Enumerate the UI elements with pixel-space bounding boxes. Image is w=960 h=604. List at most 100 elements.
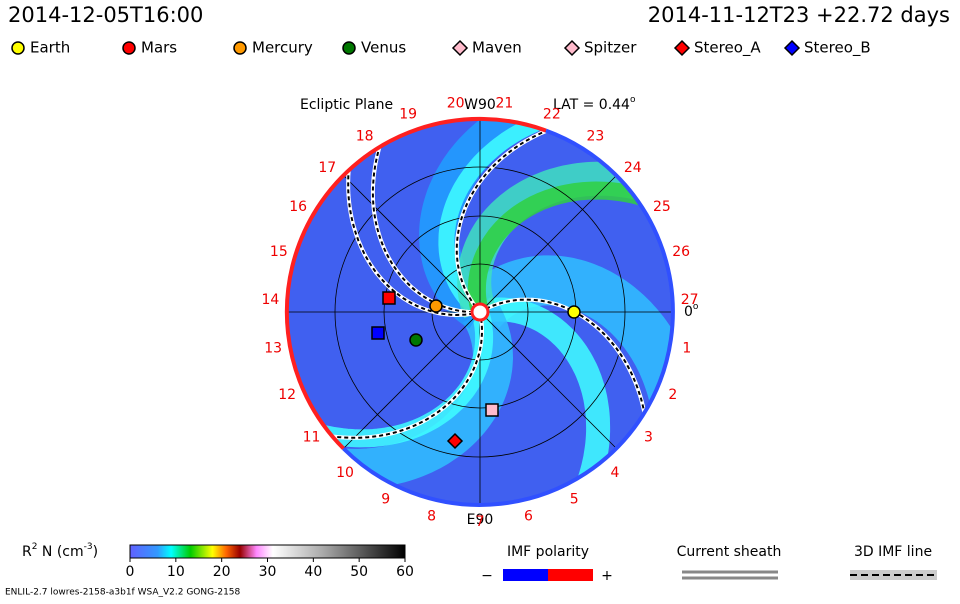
imf-line-halo <box>346 162 481 318</box>
legend-label: Maven <box>472 39 522 57</box>
cb-l0: R <box>22 544 32 560</box>
carrington-label: 27 <box>681 292 699 308</box>
border-positive <box>284 116 547 450</box>
imf-line-title: 3D IMF line <box>854 544 932 560</box>
legend-marker <box>122 41 136 55</box>
body-marker <box>446 432 464 450</box>
sun <box>470 302 490 322</box>
carrington-label: 12 <box>278 387 296 403</box>
carrington-label: 21 <box>495 95 513 111</box>
colorbar-ticks: 0 10 20 30 40 50 60 <box>126 558 414 580</box>
legend-label: Mercury <box>252 39 313 57</box>
imf-line-halo <box>324 311 484 440</box>
carrington-label: 22 <box>543 107 561 123</box>
legend-marker <box>11 41 25 55</box>
carrington-label: 23 <box>586 129 604 145</box>
lat-text: LAT = 0.44 <box>553 97 630 113</box>
legend-label: Earth <box>30 39 70 57</box>
legend-label: Spitzer <box>584 39 637 57</box>
colorbar <box>129 544 406 559</box>
bottom-label: E90 <box>467 512 494 528</box>
top-label: W90 <box>464 97 496 113</box>
carrington-label: 11 <box>303 429 321 445</box>
carrington-label: 10 <box>336 465 354 481</box>
body-marker <box>567 305 581 319</box>
body-marker <box>382 291 396 305</box>
imf-title: IMF polarity <box>507 544 589 560</box>
carrington-label: 8 <box>427 508 436 524</box>
bodies <box>371 291 581 450</box>
sheath-title: Current sheath <box>677 544 782 560</box>
carrington-label: 13 <box>264 340 282 356</box>
body-marker <box>409 333 423 347</box>
plot: Ecliptic Plane W90 E90 LAT = 0.44o 0o 12… <box>261 95 699 531</box>
carrington-label: 18 <box>356 129 374 145</box>
right-text: 0 <box>684 304 693 320</box>
colorbar-tick-label: 10 <box>167 564 185 580</box>
border-negative <box>342 128 675 507</box>
imf-line-halo <box>454 126 555 314</box>
body-marker <box>485 403 499 417</box>
carrington-label: 25 <box>653 199 671 215</box>
density-arm <box>438 119 642 319</box>
imf-line-halo <box>370 139 481 315</box>
carrington-label: 16 <box>289 199 307 215</box>
colorbar-label: R2 N (cm-3) <box>22 542 98 561</box>
legend-marker <box>342 41 356 55</box>
colorbar-tick-label: 40 <box>304 564 322 580</box>
legend-label: Stereo_B <box>804 39 871 58</box>
imf-positive <box>548 569 593 581</box>
colorbar-tick-label: 30 <box>259 564 277 580</box>
date: 2014-12-05T16:00 <box>8 3 203 27</box>
imf-line-band <box>850 570 937 580</box>
cb-l4: ) <box>93 544 98 560</box>
density-arm <box>460 255 673 482</box>
carrington-label: 14 <box>261 292 279 308</box>
legend-label: Mars <box>141 39 177 57</box>
carrington-label: 1 <box>682 340 691 356</box>
legend-marker <box>783 39 801 57</box>
carrington-label: 24 <box>624 160 642 176</box>
carrington-label: 3 <box>644 429 653 445</box>
run-info: 2014-11-12T23 +22.72 days <box>648 3 950 27</box>
lat-label: LAT = 0.44o <box>553 95 636 114</box>
legend: Earth Mars Mercury Venus Maven Spitzer Stereo_… <box>11 39 871 58</box>
carrington-label: 20 <box>447 95 465 111</box>
carrington-label: 7 <box>476 514 485 530</box>
imf-negative <box>503 569 548 581</box>
carrington-label: 4 <box>611 465 620 481</box>
legend-marker <box>451 39 469 57</box>
carrington-label: 17 <box>318 160 336 176</box>
carrington-label: 19 <box>399 107 417 123</box>
colorbar-tick-label: 50 <box>350 564 368 580</box>
colorbar-tick-label: 60 <box>396 564 414 580</box>
legend-marker <box>563 39 581 57</box>
colorbar-tick-label: 20 <box>213 564 231 580</box>
plot-title: Ecliptic Plane <box>300 97 393 113</box>
cb-l1: 2 <box>32 542 38 552</box>
imf-lines <box>324 126 648 440</box>
imf-plus: + <box>601 568 613 584</box>
carrington-label: 26 <box>672 244 690 260</box>
body-marker <box>371 326 385 340</box>
cb-l3: -3 <box>84 542 93 552</box>
colorbar-tick-label: 0 <box>126 564 135 580</box>
body-marker <box>429 299 443 313</box>
legend-label: Stereo_A <box>694 39 761 58</box>
legend-marker <box>233 41 247 55</box>
carrington-label: 6 <box>524 508 533 524</box>
legend-marker <box>673 39 691 57</box>
legend-label: Venus <box>361 39 406 57</box>
right-label: 0o <box>684 302 699 321</box>
carrington-label: 2 <box>668 387 677 403</box>
footer: ENLIL-2.7 lowres-2158-a3b1f WSA_V2.2 GON… <box>5 588 241 598</box>
carrington-label: 15 <box>270 244 288 260</box>
cb-l2: N (cm <box>37 544 83 560</box>
carrington-label: 5 <box>570 492 579 508</box>
lat-sup: o <box>630 95 636 105</box>
right-sup: o <box>693 302 699 312</box>
imf-minus: − <box>481 568 493 584</box>
carrington-label: 9 <box>381 492 390 508</box>
